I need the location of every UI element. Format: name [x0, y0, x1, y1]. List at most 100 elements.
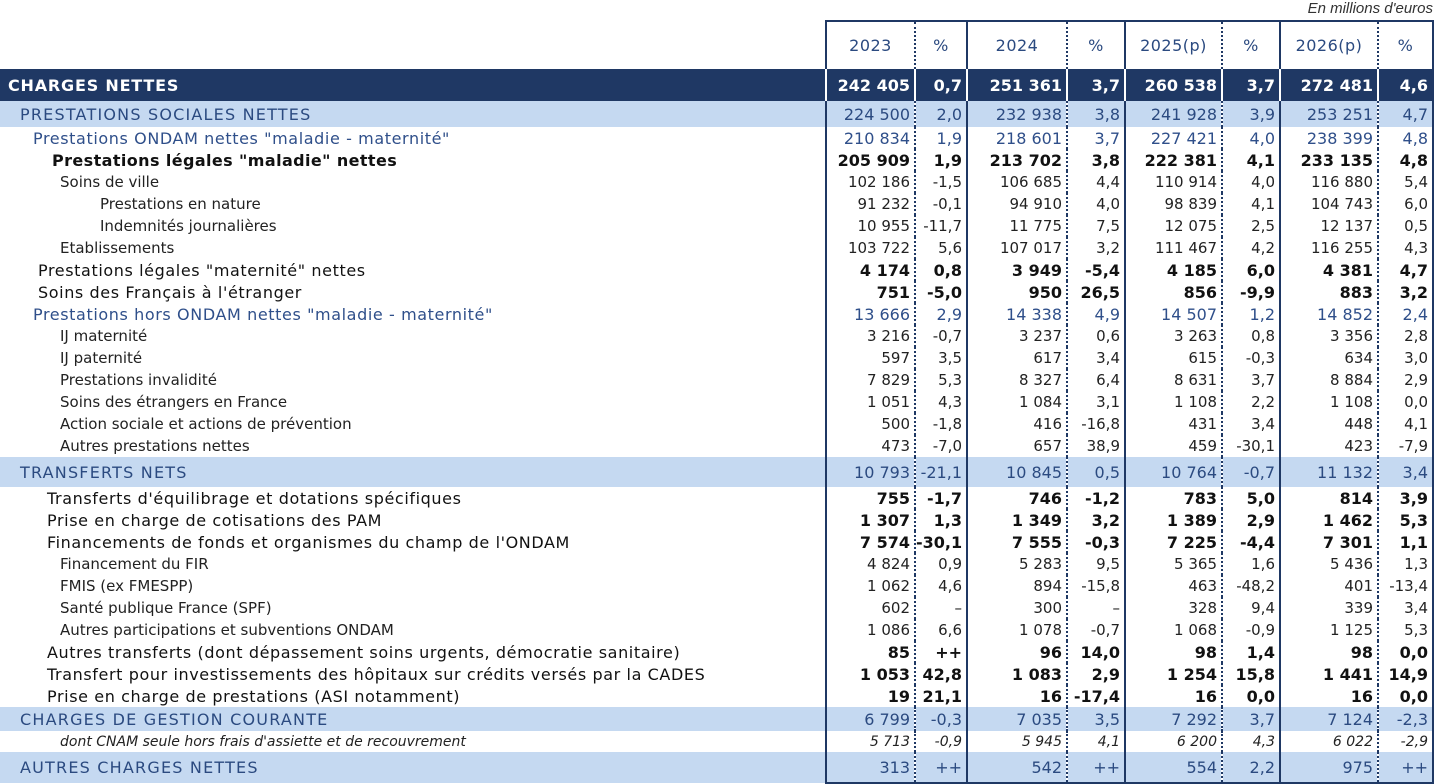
table-row: Autres participations et subventions OND…	[0, 619, 1434, 641]
percent-cell: 5,4	[1377, 171, 1434, 193]
amount-cell: 210 834	[825, 127, 915, 149]
percent-cell: 0,5	[1066, 457, 1125, 487]
amount-cell: 205 909	[825, 149, 915, 171]
amount-cell: 894	[966, 575, 1067, 597]
amount-cell: 7 225	[1124, 531, 1222, 553]
amount-cell: 597	[825, 347, 915, 369]
amount-cell: 242 405	[825, 69, 915, 101]
amount-cell: 16	[1279, 685, 1378, 707]
percent-cell: –	[1066, 597, 1125, 619]
row-label: CHARGES DE GESTION COURANTE	[0, 707, 826, 731]
percent-cell: -1,2	[1066, 487, 1125, 509]
amount-cell: 232 938	[966, 101, 1067, 127]
amount-cell: 116 880	[1279, 171, 1378, 193]
percent-cell: 6,0	[1377, 193, 1434, 215]
percent-cell: -17,4	[1066, 685, 1125, 707]
amount-cell: 98 839	[1124, 193, 1222, 215]
percent-cell: -1,8	[914, 413, 967, 435]
table-row: CHARGES DE GESTION COURANTE 6 799 -0,3 7 03…	[0, 707, 1434, 731]
row-label: Prestations hors ONDAM nettes "maladie -…	[33, 304, 493, 324]
percent-cell: 2,2	[1221, 391, 1280, 413]
percent-cell: -1,5	[914, 171, 967, 193]
percent-cell: 3,7	[1221, 69, 1280, 101]
amount-cell: 975	[1279, 752, 1378, 784]
amount-cell: 85	[825, 641, 915, 663]
percent-cell: -0,7	[1066, 619, 1125, 641]
table-row: FMIS (ex FMESPP) 1 062 4,6 894 -15,8 463 -48,2…	[0, 575, 1434, 597]
amount-cell: 4 174	[825, 259, 915, 281]
percent-cell: 3,4	[1377, 597, 1434, 619]
percent-cell: 7,5	[1066, 215, 1125, 237]
percent-cell: 4,4	[1066, 171, 1125, 193]
amount-cell: 103 722	[825, 237, 915, 259]
amount-cell: 7 829	[825, 369, 915, 391]
percent-cell: 0,0	[1377, 685, 1434, 707]
amount-cell: 14 338	[966, 303, 1067, 325]
row-label: Prestations en nature	[100, 195, 261, 213]
amount-cell: 5 365	[1124, 553, 1222, 575]
amount-cell: 339	[1279, 597, 1378, 619]
percent-cell: -4,4	[1221, 531, 1280, 553]
percent-cell: 3,2	[1066, 237, 1125, 259]
percent-cell: 4,8	[1377, 149, 1434, 171]
percent-cell: 3,8	[1066, 149, 1125, 171]
amount-cell: 1 307	[825, 509, 915, 531]
percent-cell: 9,4	[1221, 597, 1280, 619]
amount-cell: 10 793	[825, 457, 915, 487]
percent-cell: 1,2	[1221, 303, 1280, 325]
percent-cell: 1,9	[914, 127, 967, 149]
amount-cell: 751	[825, 281, 915, 303]
amount-cell: 8 884	[1279, 369, 1378, 391]
percent-cell: 14,9	[1377, 663, 1434, 685]
percent-cell: 3,4	[1066, 347, 1125, 369]
amount-cell: 14 507	[1124, 303, 1222, 325]
table-row: Indemnités journalières 10 955 -11,7 11 775…	[0, 215, 1434, 237]
percent-cell: 3,9	[1221, 101, 1280, 127]
amount-cell: 218 601	[966, 127, 1067, 149]
percent-cell: 2,0	[914, 101, 967, 127]
unit-note: En millions d'euros	[1307, 0, 1433, 17]
table-row: Financement du FIR 4 824 0,9 5 283 9,5 5 365 1…	[0, 553, 1434, 575]
percent-cell: 4,1	[1066, 731, 1125, 752]
percent-cell: -0,3	[914, 707, 967, 731]
row-label: dont CNAM seule hors frais d'assiette et…	[60, 733, 466, 750]
percent-cell: -2,9	[1377, 731, 1434, 752]
percent-cell: 5,6	[914, 237, 967, 259]
percent-cell: 2,4	[1377, 303, 1434, 325]
amount-cell: 96	[966, 641, 1067, 663]
percent-cell: -5,0	[914, 281, 967, 303]
row-label: Action sociale et actions de prévention	[60, 415, 352, 433]
table-row: Prestations légales "maternité" nettes 4 …	[0, 259, 1434, 281]
amount-cell: 5 945	[966, 731, 1067, 752]
percent-cell: 3,2	[1377, 281, 1434, 303]
percent-cell: 5,0	[1221, 487, 1280, 509]
percent-cell: -48,2	[1221, 575, 1280, 597]
row-label: Soins des étrangers en France	[60, 393, 288, 411]
percent-cell: 1,4	[1221, 641, 1280, 663]
percent-cell: 9,5	[1066, 553, 1125, 575]
amount-cell: 12 075	[1124, 215, 1222, 237]
percent-cell: 4,1	[1377, 413, 1434, 435]
percent-cell: 0,8	[1221, 325, 1280, 347]
amount-cell: 107 017	[966, 237, 1067, 259]
amount-cell: 7 574	[825, 531, 915, 553]
percent-cell: -0,3	[1221, 347, 1280, 369]
percent-cell: 2,9	[1377, 369, 1434, 391]
amount-cell: 16	[966, 685, 1067, 707]
percent-cell: 2,2	[1221, 752, 1280, 784]
row-label: IJ maternité	[60, 327, 148, 345]
percent-cell: 6,0	[1221, 259, 1280, 281]
table-row: Action sociale et actions de prévention 5…	[0, 413, 1434, 435]
amount-cell: 1 254	[1124, 663, 1222, 685]
percent-cell: -0,1	[914, 193, 967, 215]
table-row: IJ maternité 3 216 -0,7 3 237 0,6 3 263 0,8 3 3…	[0, 325, 1434, 347]
percent-cell: 1,6	[1221, 553, 1280, 575]
row-label: Financements de fonds et organismes du c…	[47, 532, 570, 552]
column-header: 2025(p)	[1124, 20, 1222, 69]
amount-cell: 463	[1124, 575, 1222, 597]
percent-cell: -0,7	[1221, 457, 1280, 487]
amount-cell: 1 084	[966, 391, 1067, 413]
amount-cell: 448	[1279, 413, 1378, 435]
percent-cell: 3,7	[1066, 69, 1125, 101]
amount-cell: 13 666	[825, 303, 915, 325]
